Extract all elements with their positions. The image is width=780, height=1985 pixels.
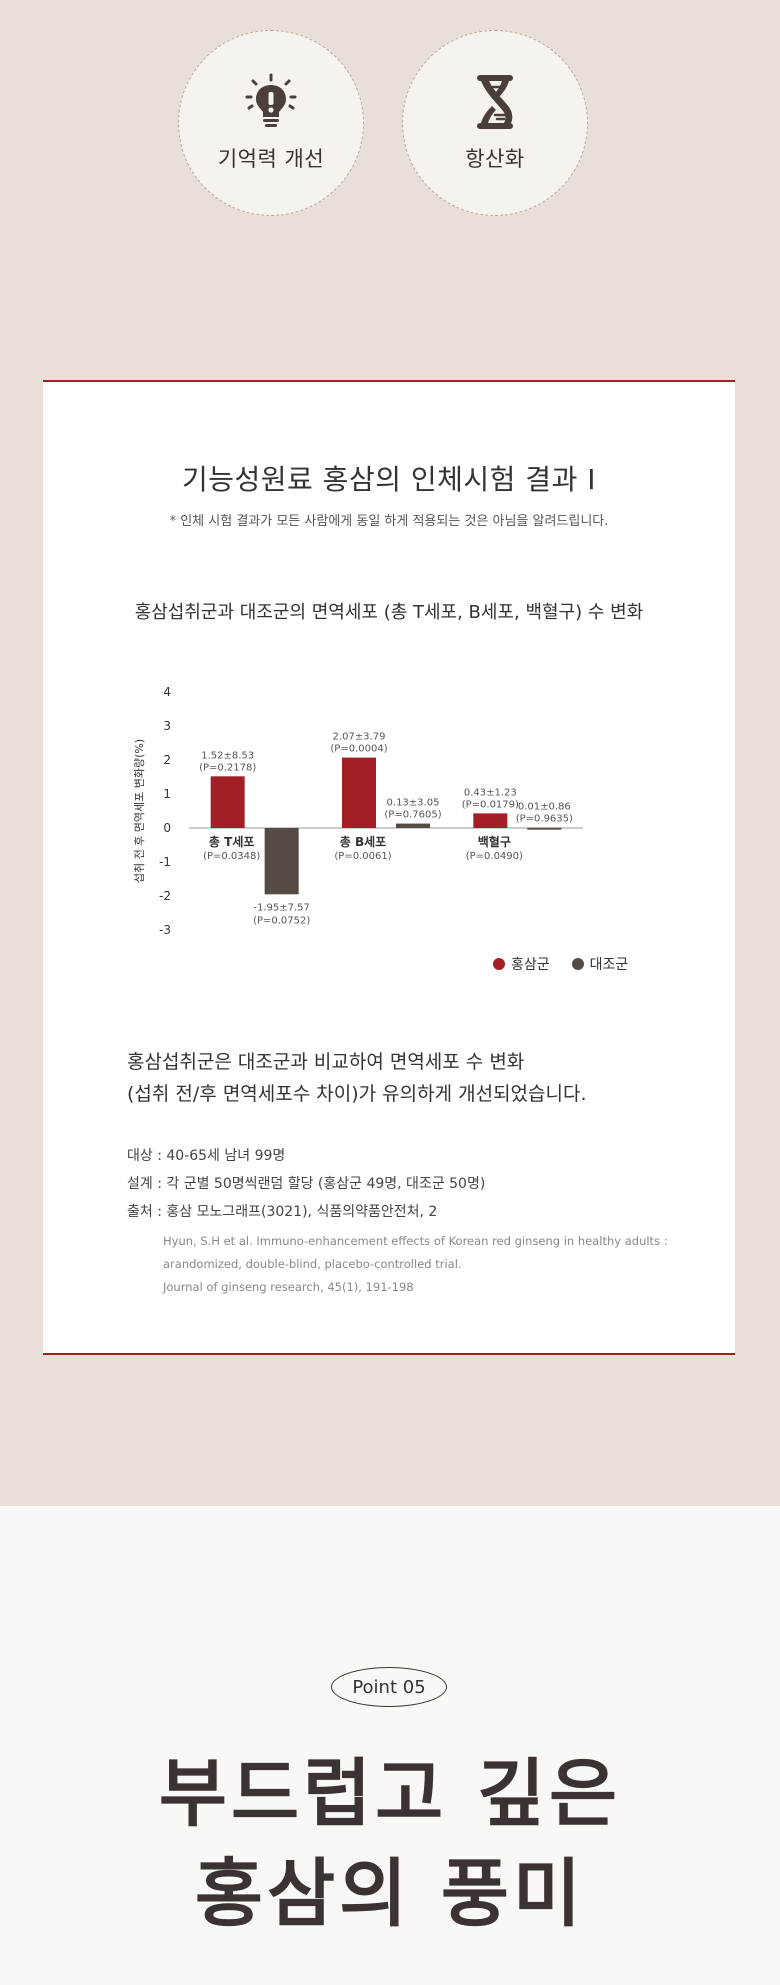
bar-ginseng	[210, 776, 245, 828]
detail-design: 설계 : 각 군별 50명씩랜덤 할당 (홍삼군 49명, 대조군 50명)	[127, 1176, 486, 1192]
bar-control	[527, 827, 562, 830]
y-tick-label: 0	[163, 821, 171, 835]
y-tick-label: -3	[159, 923, 171, 937]
detail-subject: 대상 : 40-65세 남녀 99명	[127, 1148, 286, 1164]
legend-swatch-control	[571, 958, 584, 970]
category-label: 총 B세포	[340, 834, 386, 849]
data-pvalue: (P=0.2178)	[199, 762, 256, 773]
feature-memory-label: 기억력 개선	[217, 147, 325, 171]
data-label: 2.07±3.79	[333, 732, 386, 743]
bar-ginseng	[342, 757, 376, 828]
legend-label-ginseng: 홍삼군	[511, 957, 550, 973]
legend-item-control: 대조군	[571, 954, 629, 974]
category-pvalue: (P=0.0490)	[466, 851, 523, 862]
result-summary: 홍삼섭취군은 대조군과 비교하여 면역세포 수 변화 (섭취 전/후 면역세포수…	[127, 1046, 587, 1110]
category-pvalue: (P=0.0348)	[203, 851, 260, 862]
feature-antioxidant-label: 항산화	[465, 147, 525, 171]
headline-line-2: 홍삼의 풍미	[194, 1851, 586, 1937]
disclaimer-note: * 인체 시험 결과가 모든 사람에게 동일 하게 적용되는 것은 아님을 알려…	[169, 514, 609, 529]
feature-memory: 기억력 개선	[178, 30, 364, 216]
top-section: 기억력 개선 항산화 기능성원료 홍삼의 인체시험 결과 I * 인체 시험 결…	[43, 30, 735, 1355]
y-tick-label: -1	[159, 855, 171, 869]
bar-control	[396, 823, 430, 828]
bar-control	[264, 828, 299, 895]
data-label: 0.43±1.23	[464, 787, 517, 798]
study-details: 대상 : 40-65세 남녀 99명 설계 : 각 군별 50명씩랜덤 할당 (…	[127, 1142, 485, 1226]
legend-swatch-ginseng	[493, 958, 505, 970]
legend-label-control: 대조군	[589, 957, 629, 973]
data-label: -1.95±7.57	[253, 902, 310, 913]
summary-line-2: (섭취 전/후 면역세포수 차이)가 유의하게 개선되었습니다.	[127, 1083, 587, 1105]
reference-line-1: Hyun, S.H et al. Immuno-enhancement effe…	[163, 1234, 668, 1248]
legend-item-ginseng: 홍삼군	[493, 954, 550, 974]
data-label: 0.13±3.05	[387, 798, 440, 809]
data-pvalue: (P=0.0004)	[330, 744, 387, 755]
data-pvalue: (P=0.7605)	[384, 810, 441, 821]
bar-ginseng	[473, 813, 508, 828]
data-pvalue: (P=0.0752)	[253, 915, 310, 926]
y-tick-label: 3	[163, 719, 171, 733]
reference-citation: Hyun, S.H et al. Immuno-enhancement effe…	[163, 1230, 668, 1299]
point-section: Point 05 부드럽고 깊은 홍삼의 풍미	[0, 1506, 780, 1985]
data-label: 0.01±0.86	[518, 802, 571, 813]
category-pvalue: (P=0.0061)	[334, 851, 391, 862]
y-tick-label: 2	[163, 753, 171, 767]
data-label: 1.52±8.53	[201, 750, 254, 761]
dna-icon	[477, 75, 513, 129]
detail-source: 출처 : 홍삼 모노그래프(3021), 식품의약품안전처, 2	[127, 1204, 438, 1220]
trial-results-card: 기능성원료 홍삼의 인체시험 결과 I * 인체 시험 결과가 모든 사람에게 …	[43, 380, 735, 1355]
feature-antioxidant: 항산화	[402, 30, 588, 216]
reference-line-2: arandomized, double-blind, placebo-contr…	[163, 1257, 462, 1271]
data-pvalue: (P=0.9635)	[516, 814, 573, 825]
summary-line-1: 홍삼섭취군은 대조군과 비교하여 면역세포 수 변화	[127, 1051, 525, 1073]
category-label: 백혈구	[478, 834, 511, 849]
y-tick-label: -2	[159, 889, 171, 903]
y-axis-label: 섭취 전 후 면역세포 변화량(%)	[133, 739, 146, 883]
y-tick-label: 4	[163, 685, 171, 699]
reference-line-3: Journal of ginseng research, 45(1), 191-…	[163, 1280, 414, 1294]
chart-heading: 홍삼섭취군과 대조군의 면역세포 (총 T세포, B세포, 백혈구) 수 변화	[134, 602, 644, 623]
card-title: 기능성원료 홍삼의 인체시험 결과 I	[181, 463, 596, 496]
data-pvalue: (P=0.0179)	[462, 799, 519, 810]
immune-cell-bar-chart: 섭취 전 후 면역세포 변화량(%)43210-1-2-31.52±8.53(P…	[133, 685, 583, 937]
category-label: 총 T세포	[209, 834, 254, 849]
chart-legend: 홍삼군 대조군	[493, 954, 650, 974]
y-tick-label: 1	[163, 787, 171, 801]
point-badge: Point 05	[331, 1667, 447, 1707]
headline-line-1: 부드럽고 깊은	[158, 1751, 622, 1837]
lightbulb-icon	[245, 73, 297, 127]
